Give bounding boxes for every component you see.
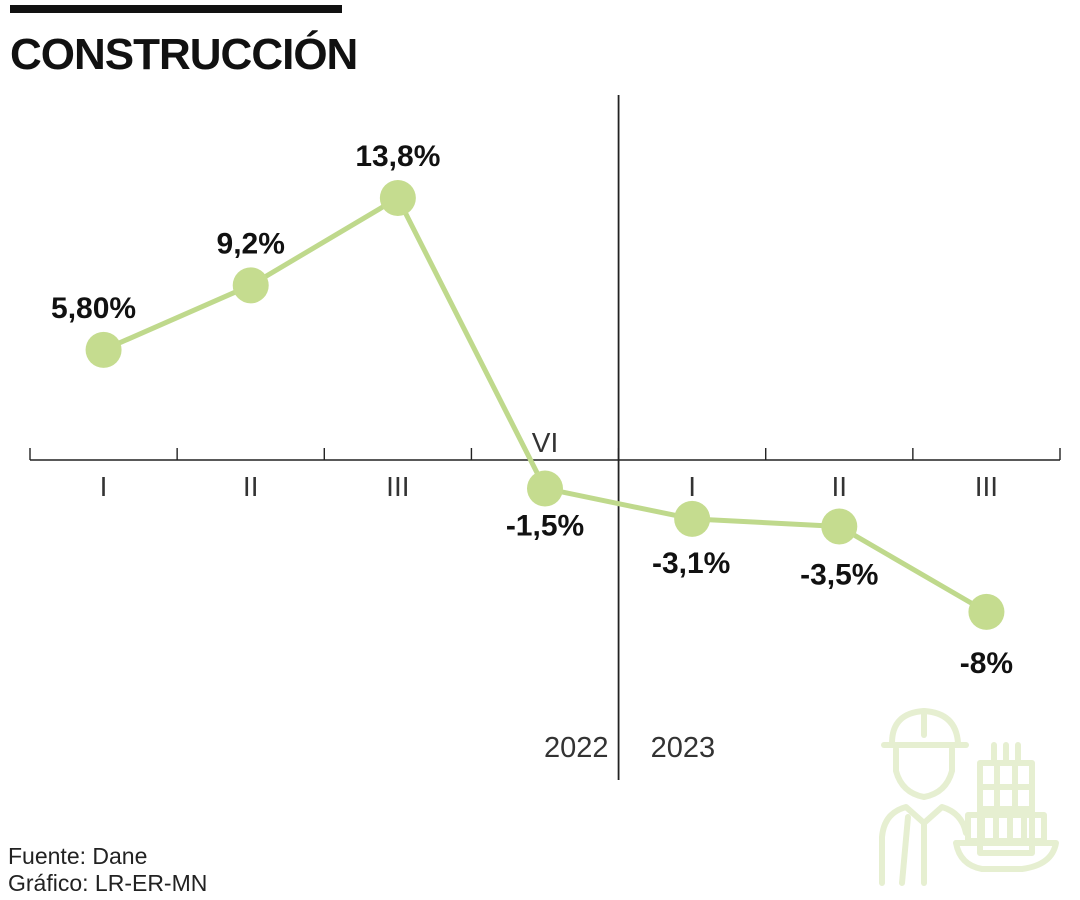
- x-tick-label: I: [100, 471, 108, 502]
- footer: Fuente: Dane Gráfico: LR-ER-MN: [8, 843, 207, 897]
- data-label: 5,80%: [51, 292, 136, 325]
- x-tick-label: II: [832, 471, 848, 502]
- data-point: [674, 500, 711, 537]
- labels-layer: 5,80% 9,2% 13,8% -1,5% -3,1% -3,5% -8%: [51, 140, 1013, 680]
- series-layer: [85, 180, 1005, 630]
- x-tick-label: VI: [532, 427, 558, 458]
- data-point: [379, 180, 416, 216]
- credit-note: Gráfico: LR-ER-MN: [8, 870, 208, 896]
- data-label: 9,2%: [217, 227, 285, 260]
- data-label: -1,5%: [506, 509, 584, 542]
- data-point: [85, 331, 122, 368]
- x-tick-label: II: [243, 471, 259, 502]
- data-label: -3,5%: [800, 558, 878, 591]
- data-point: [968, 593, 1005, 630]
- title-rule: [10, 5, 342, 13]
- chart-title: CONSTRUCCIÓN: [10, 30, 358, 79]
- data-label: -3,1%: [652, 547, 730, 580]
- x-tick-label: III: [386, 471, 409, 502]
- x-tick-label: I: [688, 471, 696, 502]
- x-tick-label: III: [975, 471, 998, 502]
- year-label: 2023: [651, 732, 716, 764]
- year-label: 2022: [544, 732, 609, 764]
- data-point: [821, 508, 858, 545]
- data-point: [232, 267, 269, 304]
- data-point: [527, 470, 563, 507]
- data-label: -8%: [960, 647, 1013, 680]
- data-label: 13,8%: [355, 140, 440, 173]
- construction-worker-buildings-icon: [879, 708, 1059, 886]
- source-note: Fuente: Dane: [8, 843, 148, 869]
